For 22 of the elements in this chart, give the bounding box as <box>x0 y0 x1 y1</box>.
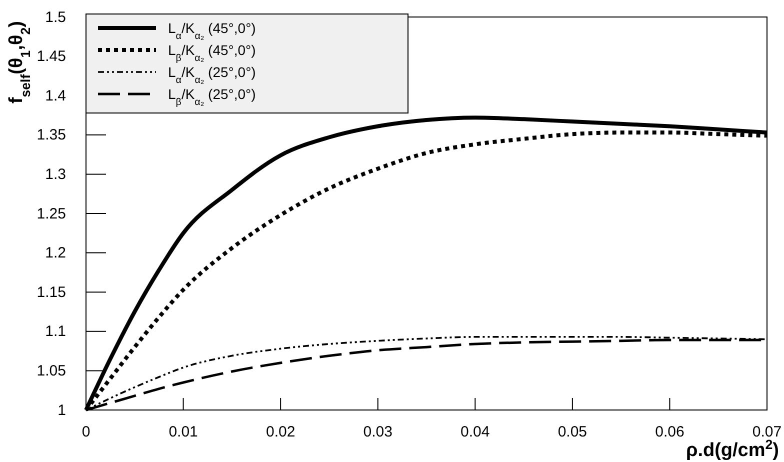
y-tick-label: 1.4 <box>45 87 66 104</box>
y-tick-label: 1.05 <box>36 362 66 380</box>
x-tick-label: 0.04 <box>460 424 490 441</box>
y-tick-label: 1.3 <box>45 166 66 183</box>
x-tick-label: 0.01 <box>168 424 198 441</box>
legend-label: L$_{β}$/K$_{α₂}$ (25°,0°) <box>168 86 256 108</box>
y-tick-label: 1.25 <box>36 205 66 222</box>
y-tick-label: 1.5 <box>45 8 66 26</box>
legend-label: L$_{α}$/K$_{α₂}$ (25°,0°) <box>168 64 256 86</box>
y-tick-label: 1 <box>58 402 66 419</box>
x-tick-label: 0 <box>82 424 90 441</box>
legend-label: L$_{β}$/K$_{α₂}$ (45°,0°) <box>168 42 256 64</box>
x-tick-label: 0.03 <box>363 424 392 441</box>
x-tick-label: 0.05 <box>558 424 588 441</box>
y-tick-label: 1.45 <box>36 48 66 66</box>
y-tick-label: 1.1 <box>45 323 66 340</box>
y-tick-label: 1.15 <box>36 284 66 301</box>
y-tick-label: 1.35 <box>36 126 66 144</box>
x-tick-label: 0.02 <box>266 424 296 441</box>
y-tick-label: 1.2 <box>45 244 66 262</box>
x-tick-label: 0.06 <box>655 424 684 441</box>
legend-label: L$_{α}$/K$_{α₂}$ (45°,0°) <box>168 20 256 42</box>
